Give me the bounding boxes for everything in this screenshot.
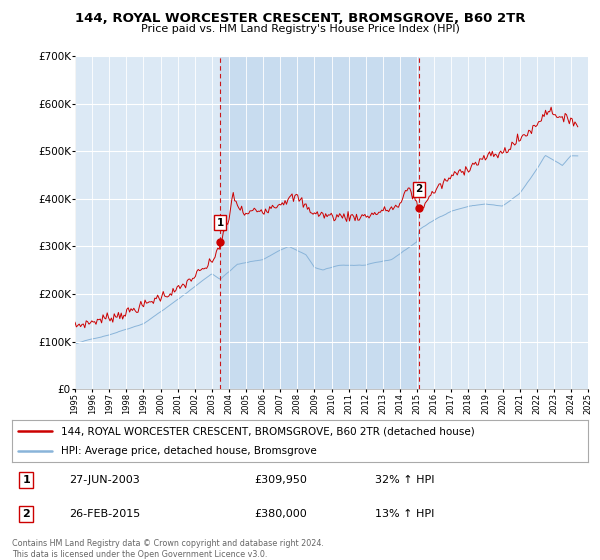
Text: 27-JUN-2003: 27-JUN-2003	[70, 475, 140, 486]
Text: 2: 2	[23, 508, 30, 519]
Bar	[220, 56, 419, 389]
Text: 1: 1	[217, 218, 224, 228]
Text: 13% ↑ HPI: 13% ↑ HPI	[375, 508, 434, 519]
Text: HPI: Average price, detached house, Bromsgrove: HPI: Average price, detached house, Brom…	[61, 446, 317, 456]
Text: 144, ROYAL WORCESTER CRESCENT, BROMSGROVE, B60 2TR (detached house): 144, ROYAL WORCESTER CRESCENT, BROMSGROV…	[61, 426, 475, 436]
Text: 144, ROYAL WORCESTER CRESCENT, BROMSGROVE, B60 2TR: 144, ROYAL WORCESTER CRESCENT, BROMSGROV…	[75, 12, 525, 25]
Text: Contains HM Land Registry data © Crown copyright and database right 2024.
This d: Contains HM Land Registry data © Crown c…	[12, 539, 324, 559]
Text: Price paid vs. HM Land Registry's House Price Index (HPI): Price paid vs. HM Land Registry's House …	[140, 24, 460, 34]
Text: £380,000: £380,000	[254, 508, 307, 519]
Text: £309,950: £309,950	[254, 475, 307, 486]
Text: 2: 2	[416, 184, 423, 194]
Text: 26-FEB-2015: 26-FEB-2015	[70, 508, 141, 519]
Text: 32% ↑ HPI: 32% ↑ HPI	[375, 475, 434, 486]
Text: 1: 1	[23, 475, 30, 486]
